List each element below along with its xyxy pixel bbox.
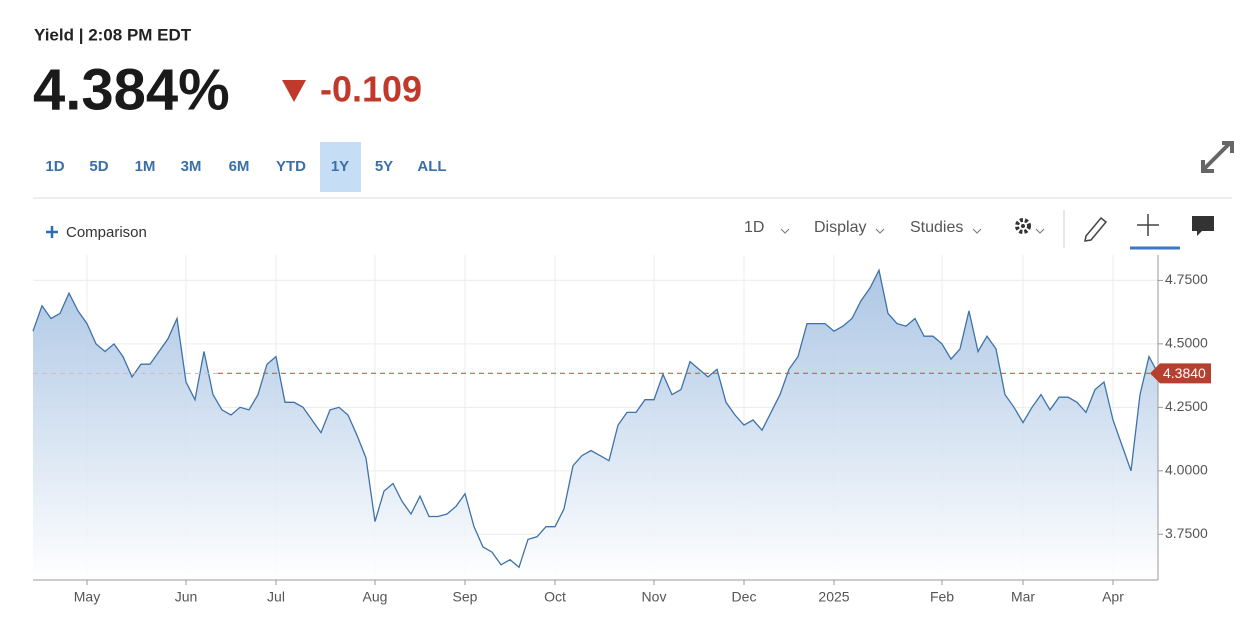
range-button[interactable]: ALL <box>417 158 446 175</box>
range-button[interactable]: 5D <box>89 158 108 175</box>
y-tick-label: 4.5000 <box>1165 335 1208 351</box>
studies-button[interactable]: Studies <box>910 219 963 236</box>
price-tag-label: 4.3840 <box>1163 365 1206 381</box>
x-tick-label: Apr <box>1102 589 1124 605</box>
x-tick-label: Feb <box>930 589 954 605</box>
x-tick-label: Sep <box>453 589 478 605</box>
x-tick-label: 2025 <box>818 589 849 605</box>
x-tick-label: Jul <box>267 589 285 605</box>
range-button[interactable]: 1D <box>45 158 64 175</box>
expand-icon[interactable] <box>1201 141 1234 173</box>
plot: 3.7500 4.0000 4.2500 4.5000 4.7500 May Jun Jul A… <box>32 255 1211 605</box>
range-button[interactable]: 6M <box>229 158 250 175</box>
range-button[interactable]: 1M <box>135 158 156 175</box>
y-tick-label: 4.7500 <box>1165 271 1208 287</box>
interval-button[interactable]: 1D <box>744 219 764 236</box>
comparison-button[interactable]: Comparison <box>66 224 147 241</box>
settings-icon[interactable] <box>1015 218 1045 234</box>
x-tick-label: Jun <box>175 589 198 605</box>
range-button[interactable]: 3M <box>181 158 202 175</box>
draw-icon[interactable] <box>1084 216 1108 242</box>
range-bar: 1D 5D 1M 3M 6M YTD 1Y 5Y ALL <box>45 142 447 192</box>
price-tag <box>1150 363 1211 384</box>
area <box>33 270 1158 580</box>
plus-icon <box>46 226 58 238</box>
range-button[interactable]: YTD <box>276 158 306 175</box>
x-tick-label: Dec <box>732 589 757 605</box>
x-tick-label: Nov <box>642 589 667 605</box>
y-tick-label: 4.2500 <box>1165 398 1208 414</box>
x-tick-label: May <box>74 589 100 605</box>
display-button[interactable]: Display <box>814 219 866 236</box>
y-tick-label: 3.7500 <box>1165 525 1208 541</box>
caret <box>875 228 885 234</box>
range-selected <box>320 142 361 192</box>
change: -0.109 <box>320 69 422 110</box>
x-tick-label: Aug <box>363 589 388 605</box>
down-arrow <box>282 80 306 102</box>
x-tick-label: Oct <box>544 589 566 605</box>
y-tick-label: 4.0000 <box>1165 462 1208 478</box>
comment-icon[interactable] <box>1192 216 1214 236</box>
range-button[interactable]: 1Y <box>331 158 349 175</box>
line <box>32 268 1159 569</box>
price: 4.384% <box>33 57 230 122</box>
caret <box>780 228 790 234</box>
header-title: Yield | 2:08 PM EDT <box>34 25 192 44</box>
range-button[interactable]: 5Y <box>375 158 393 175</box>
caret <box>972 228 982 234</box>
x-tick-label: Mar <box>1011 589 1035 605</box>
crosshair-icon[interactable] <box>1137 214 1159 236</box>
